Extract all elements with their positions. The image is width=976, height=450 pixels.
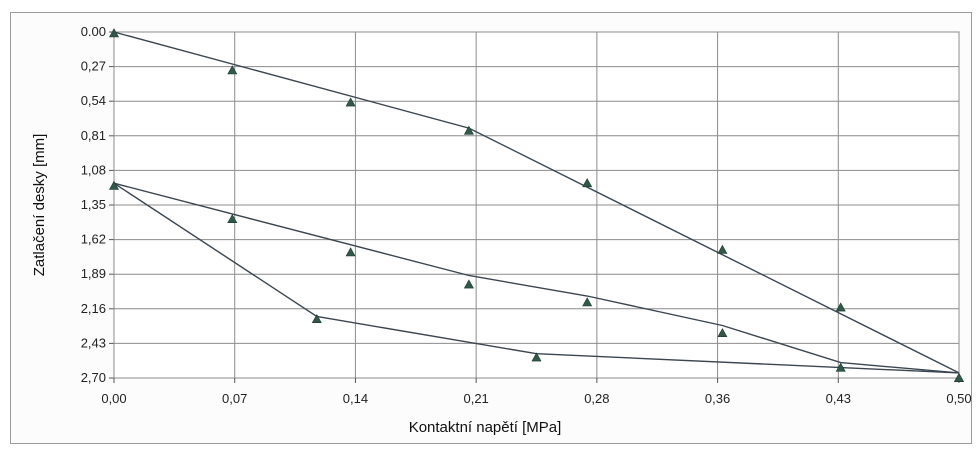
x-tick-label: 0,21: [463, 391, 488, 406]
data-point-loading-1: [108, 28, 120, 38]
data-point-unloading: [345, 247, 356, 257]
data-point-loading-2: [311, 313, 322, 324]
data-point-loading-1: [227, 65, 238, 75]
x-tick-labels: 0,00 0,07 0,14 0,21 0,28 0,36 0,43 0,50: [101, 391, 971, 406]
data-point-unloading: [835, 362, 846, 372]
x-tick-label: 0,50: [946, 391, 971, 406]
data-point-unloading: [227, 213, 238, 223]
y-tick-label: 1,89: [81, 266, 106, 281]
data-point-loading-1: [835, 302, 846, 312]
data-point-loading-1: [582, 178, 593, 188]
y-axis-label: Zatlačení desky [mm]: [31, 134, 48, 277]
y-tick-label: 0.00: [81, 24, 106, 39]
y-tick-label: 0,81: [81, 128, 106, 143]
x-axis-label: Kontaktní napětí [MPa]: [409, 419, 562, 436]
data-point-unloading: [717, 327, 728, 338]
y-tick-label: 0,54: [81, 93, 106, 108]
data-point-loading-1: [717, 244, 728, 254]
x-tick-label: 0,00: [101, 391, 126, 406]
y-tick-label: 0,27: [81, 59, 106, 74]
data-point-unloading: [953, 372, 965, 382]
y-tick-label: 2,16: [81, 301, 106, 316]
y-tick-label: 1,35: [81, 197, 106, 212]
y-tick-label: 1,08: [81, 162, 106, 177]
y-tick-label: 1,62: [81, 232, 106, 247]
x-tick-label: 0,07: [222, 391, 247, 406]
data-point-unloading: [108, 180, 120, 190]
grid: [109, 31, 960, 383]
data-point-loading-1: [345, 97, 356, 107]
series-line-loading-2: [113, 182, 960, 374]
data-point-loading-2: [531, 352, 542, 362]
y-tick-label: 2,43: [81, 335, 106, 350]
data-point-unloading: [463, 279, 474, 289]
series: [108, 28, 965, 382]
y-tick-labels: 0.00 0,27 0,54 0,81 1,08 1,35 1,62 1,89 2,16 2,43…: [81, 24, 106, 385]
x-tick-label: 0,28: [584, 391, 609, 406]
series-line-unloading: [113, 182, 960, 374]
x-tick-label: 0,36: [705, 391, 730, 406]
y-tick-label: 2,70: [81, 370, 106, 385]
data-point-unloading: [582, 297, 593, 307]
x-tick-label: 0,43: [826, 391, 851, 406]
x-tick-label: 0,14: [343, 391, 368, 406]
data-point-loading-1: [463, 125, 474, 135]
